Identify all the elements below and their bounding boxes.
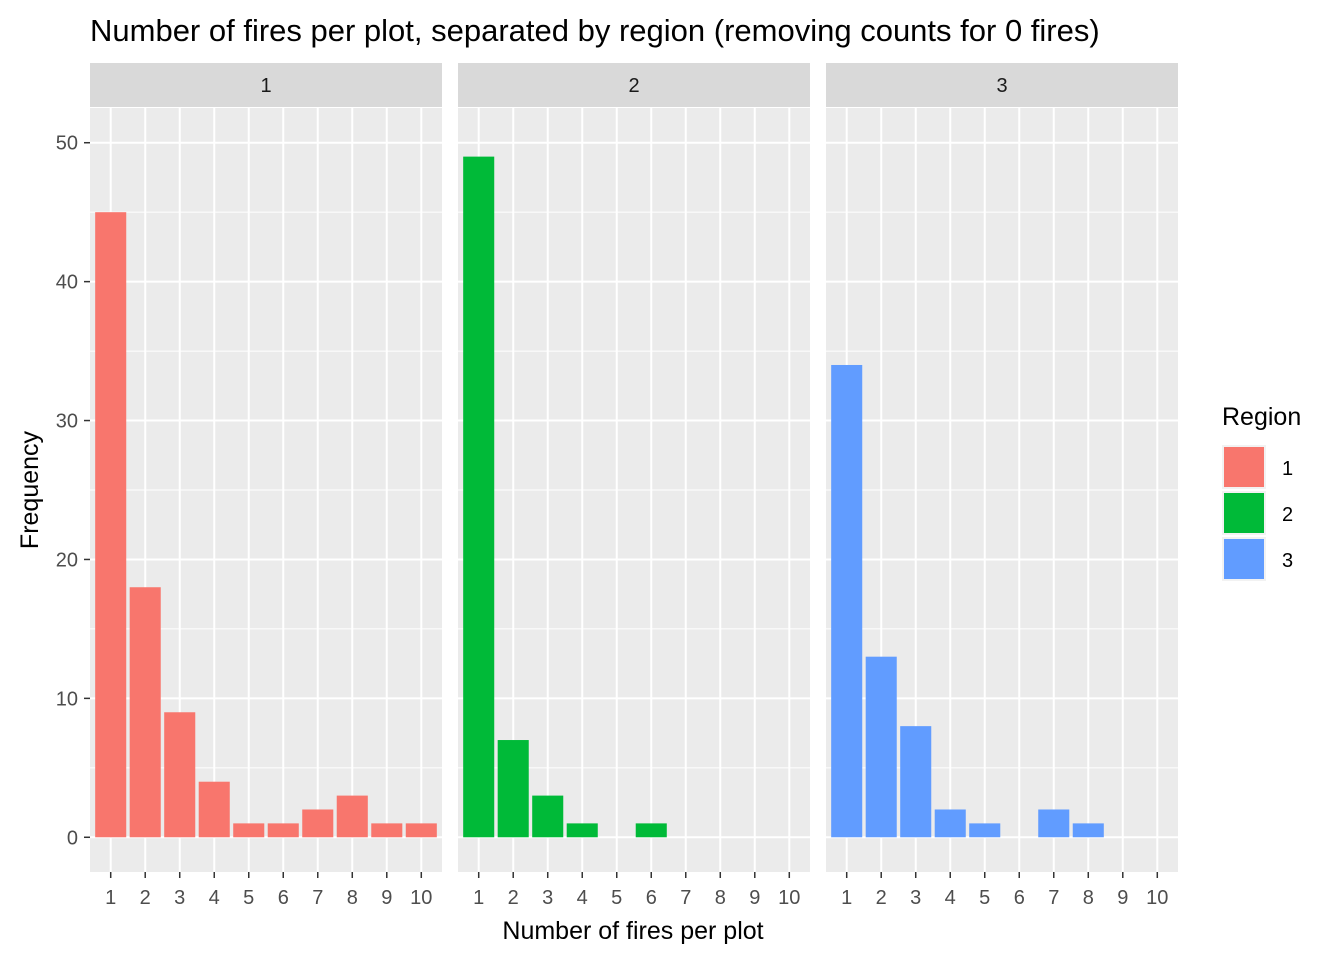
legend-label: 1 [1282,458,1293,480]
legend-label: 2 [1282,504,1293,526]
x-tick-label: 2 [876,887,887,909]
legend-title: Region [1222,403,1301,431]
bar-region-3-fires-4 [934,809,966,838]
x-tick-label: 7 [680,887,691,909]
bar-region-3-fires-2 [865,656,897,838]
legend-swatch [1224,539,1264,579]
facet-strip [458,63,810,107]
facet-strip-label: 2 [628,75,639,97]
facet-panel-1: 1 1 2 3 4 5 6 7 8 9 10 [90,63,442,909]
x-tick-label: 6 [278,887,289,909]
bar-region-3-fires-8 [1072,823,1104,838]
x-tick-label: 8 [1083,887,1094,909]
legend-entries: 1 2 3 [1222,445,1293,581]
x-tick-label: 5 [243,887,254,909]
x-axis-title: Number of fires per plot [502,917,763,945]
x-tick-label: 9 [749,887,760,909]
bar-region-2-fires-4 [566,823,598,838]
x-tick-label: 4 [945,887,956,909]
x-tick-label: 1 [105,887,116,909]
bar-region-2-fires-6 [635,823,667,838]
bar-region-3-fires-1 [831,364,863,838]
bar-region-1-fires-3 [164,712,196,838]
x-tick-label: 8 [715,887,726,909]
legend-entry-2: 2 [1222,491,1293,535]
x-tick-label: 10 [410,887,432,909]
legend-label: 3 [1282,550,1293,572]
y-axis: 0 10 20 30 40 50 [56,133,90,849]
x-tick-label: 7 [1048,887,1059,909]
x-tick-label: 6 [1014,887,1025,909]
x-tick-label: 1 [473,887,484,909]
bar-region-1-fires-4 [198,781,230,838]
legend: Region 1 2 3 [1222,403,1301,581]
x-tick-label: 10 [1146,887,1168,909]
bar-region-1-fires-8 [336,795,368,838]
x-tick-label: 9 [1117,887,1128,909]
y-axis-title: Frequency [16,430,44,549]
bar-region-2-fires-1 [463,156,495,838]
legend-swatch [1224,447,1264,487]
bar-region-1-fires-6 [267,823,299,838]
x-tick-label: 9 [381,887,392,909]
chart-title: Number of fires per plot, separated by r… [90,13,1100,48]
bar-region-1-fires-7 [302,809,334,838]
legend-entry-1: 1 [1222,445,1293,489]
y-tick-label: 0 [67,827,78,849]
bar-region-2-fires-3 [532,795,564,838]
x-tick-label: 6 [646,887,657,909]
y-tick-label: 20 [56,549,78,571]
x-tick-label: 2 [140,887,151,909]
facet-panel-3: 3 1 2 3 4 5 6 7 8 9 10 [826,63,1178,909]
bar-region-1-fires-5 [233,823,265,838]
x-tick-label: 1 [841,887,852,909]
bar-region-3-fires-7 [1038,809,1070,838]
bar-region-3-fires-5 [969,823,1001,838]
y-tick-label: 40 [56,272,78,294]
x-tick-label: 5 [611,887,622,909]
y-tick-label: 10 [56,688,78,710]
facet-strip-label: 1 [260,75,271,97]
x-tick-label: 7 [312,887,323,909]
x-tick-label: 10 [778,887,800,909]
facet-strip [90,63,442,107]
facet-strip-label: 3 [996,75,1007,97]
bar-region-3-fires-3 [900,726,932,838]
y-tick-label: 50 [56,133,78,155]
x-tick-label: 3 [910,887,921,909]
bar-region-1-fires-2 [129,587,161,838]
x-tick-label: 8 [347,887,358,909]
x-tick-label: 4 [577,887,588,909]
bar-region-2-fires-2 [497,740,529,838]
legend-entry-3: 3 [1222,537,1293,581]
facet-panels: 1 1 2 3 4 5 6 7 8 9 10 2 1 2 3 4 5 6 7 8 9 10 3 1 2 3 4 5 6 7 8 9 10 [90,63,1178,909]
bar-region-1-fires-10 [405,823,437,838]
bar-region-1-fires-9 [371,823,403,838]
y-tick-label: 30 [56,411,78,433]
bar-region-1-fires-1 [95,212,127,838]
facet-strip [826,63,1178,107]
x-tick-label: 4 [209,887,220,909]
legend-swatch [1224,493,1264,533]
x-tick-label: 2 [508,887,519,909]
x-tick-label: 3 [542,887,553,909]
facet-panel-2: 2 1 2 3 4 5 6 7 8 9 10 [458,63,810,909]
x-tick-label: 3 [174,887,185,909]
x-tick-label: 5 [979,887,990,909]
